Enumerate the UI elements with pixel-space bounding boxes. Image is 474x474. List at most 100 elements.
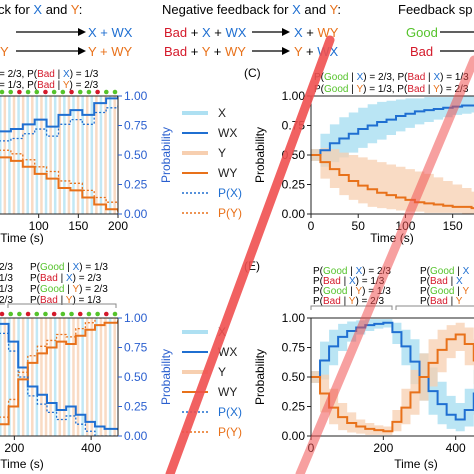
c-xlabel: Time (s) xyxy=(370,231,414,245)
legend-label-1: WX xyxy=(218,126,237,140)
bl-axes-ytick-label-2: 0.50 xyxy=(124,370,148,384)
tl-series xyxy=(0,96,118,212)
tl-xlabel: Time (s) xyxy=(0,231,44,245)
bl-stripe xyxy=(17,318,20,436)
tl-event-dot xyxy=(34,89,40,95)
watermark-stroke-2 xyxy=(295,55,474,474)
tl-stripe xyxy=(72,96,75,214)
tl-event-dot xyxy=(8,89,13,95)
c-annotation: P(Good | X) = 2/3, P(Bad | X) = 1/3 P(Go… xyxy=(314,72,469,95)
tl-stripe xyxy=(44,96,48,214)
tl-annot-1: = 2/3, P(Bad | X) = 1/3 xyxy=(0,69,99,80)
fb-left-row2-lhs: Y xyxy=(0,44,9,59)
bl-stripe xyxy=(76,318,80,436)
tl-stripe xyxy=(76,96,80,214)
fb-left-title-t2: and xyxy=(42,2,71,17)
bl-event-dot xyxy=(34,311,40,317)
tl-event-dot xyxy=(0,89,5,95)
bl-event-dot xyxy=(43,311,48,317)
bl-stripe xyxy=(0,318,2,436)
bl-axes-ytick-label-3: 0.75 xyxy=(124,341,148,355)
tl-wx-line xyxy=(0,96,118,133)
tl-event-dot xyxy=(86,89,92,95)
e-xlabel: Time (s) xyxy=(394,457,438,471)
bl-stripe xyxy=(21,318,25,436)
watermark-stroke-1 xyxy=(165,35,335,474)
c-annot-1: P(Good | X) = 2/3, P(Bad | X) = 1/3 xyxy=(314,72,469,83)
bl-stripe xyxy=(31,318,34,436)
legend-label-2: Y xyxy=(218,146,226,160)
e-annotation: P(Good | X) = 2/3P(Bad | X) = 1/3 P(Good … xyxy=(313,266,470,307)
e-annot-l2: P(Bad | X) = 1/3 xyxy=(313,276,385,287)
c-axes-xtick-label-3: 150 xyxy=(443,219,463,233)
neg-arrowhead-2 xyxy=(282,47,290,55)
bl-stripe xyxy=(8,318,11,436)
tl-annot-2: = 1/3, P(Bad | Y) = 2/3 xyxy=(0,80,99,91)
tl-stripes xyxy=(0,96,116,214)
fs-good: Good xyxy=(406,25,438,40)
tl-event-dot xyxy=(60,89,66,95)
legend2-label-3: WY xyxy=(218,385,237,399)
c-axes-ytick-label-0: 0.00 xyxy=(282,207,306,221)
chart-bottom-left: 200 400 0.00 0.25 0.50 0.75 1.00 Probability T… xyxy=(0,311,173,471)
c-ylabel: Probability xyxy=(253,127,267,183)
e-annot-r1: P(Good | X xyxy=(420,266,470,277)
fb-left-title-y: Y xyxy=(71,2,80,17)
tl-stripe xyxy=(81,96,84,214)
bl-stripe xyxy=(12,318,16,436)
tl-ylabel: Probability xyxy=(159,127,173,183)
fb-left-row1-rhs: X + WX xyxy=(88,25,133,40)
bl-stripe xyxy=(3,318,7,436)
tl-stripe xyxy=(104,96,107,214)
tl-stripe xyxy=(12,96,16,214)
bl-annot-l4: 2/3 xyxy=(0,295,13,306)
tl-event-dot xyxy=(17,89,22,95)
tl-stripe xyxy=(31,96,34,214)
neg-arrowhead-1 xyxy=(282,28,290,36)
c-plot-wy-band xyxy=(311,147,474,214)
tl-wy-line xyxy=(0,156,118,212)
bl-axes-ytick-label-1: 0.25 xyxy=(124,400,148,414)
bl-stripe xyxy=(35,318,39,436)
legend-label-5: P(Y) xyxy=(218,206,242,220)
c-annot-2: P(Good | Y) = 1/3, P(Bad | Y) = 2/3 xyxy=(314,84,469,95)
bl-stripe xyxy=(44,318,48,436)
fb-left-title-t4: : xyxy=(79,2,83,17)
tl-axes-ytick-label-4: 1.00 xyxy=(124,89,148,103)
tl-py-line xyxy=(0,149,118,205)
e-axes-xtick-label-2: 400 xyxy=(446,441,466,455)
c-series xyxy=(311,96,474,214)
legend: X WX Y WY P(X) P(Y) xyxy=(182,106,242,220)
c-axes-ytick-label-4: 1.00 xyxy=(282,89,306,103)
bl-series xyxy=(0,318,118,436)
tl-axes-ytick-label-2: 0.50 xyxy=(124,148,148,162)
neg-row2-lhs: Bad + Y + WY xyxy=(164,44,246,59)
tl-event-dot xyxy=(43,89,48,95)
tl-event-dot xyxy=(69,89,74,95)
bl-stripe xyxy=(72,318,75,436)
e-ylabel: Probability xyxy=(253,349,267,405)
fb-left-title-t0: ck for xyxy=(0,2,33,17)
bl-annot-l3: 1/3 xyxy=(0,284,13,295)
bl-annot-l2: 1/3 xyxy=(0,273,13,284)
bl-axes-ytick-label-0: 0.00 xyxy=(124,429,148,443)
bl-stripe xyxy=(104,318,107,436)
bl-stripe xyxy=(58,318,62,436)
tl-axes-ytick-label-0: 0.00 xyxy=(124,207,148,221)
tl-axes-ytick-label-3: 0.75 xyxy=(124,119,148,133)
e-annot-r2: P(Bad | X xyxy=(420,276,463,287)
tl-annotation: = 2/3, P(Bad | X) = 1/3 = 1/3, P(Bad | Y… xyxy=(0,69,99,91)
e-plot-wx-line xyxy=(311,321,474,421)
tl-stripe xyxy=(113,96,116,214)
fb-left-row2-rhs: Y + WY xyxy=(88,44,133,59)
c-axes-xtick-label-1: 50 xyxy=(352,219,366,233)
tl-event-dots xyxy=(0,89,118,95)
e-plot-wx-band xyxy=(311,319,474,432)
e-axes-ytick-label-2: 0.50 xyxy=(282,370,306,384)
bl-event-dot xyxy=(25,311,31,317)
bl-ylabel: Probability xyxy=(159,349,173,405)
neg-title: Negative feedback for X and Y: xyxy=(162,2,341,17)
tl-stripe xyxy=(108,96,112,214)
